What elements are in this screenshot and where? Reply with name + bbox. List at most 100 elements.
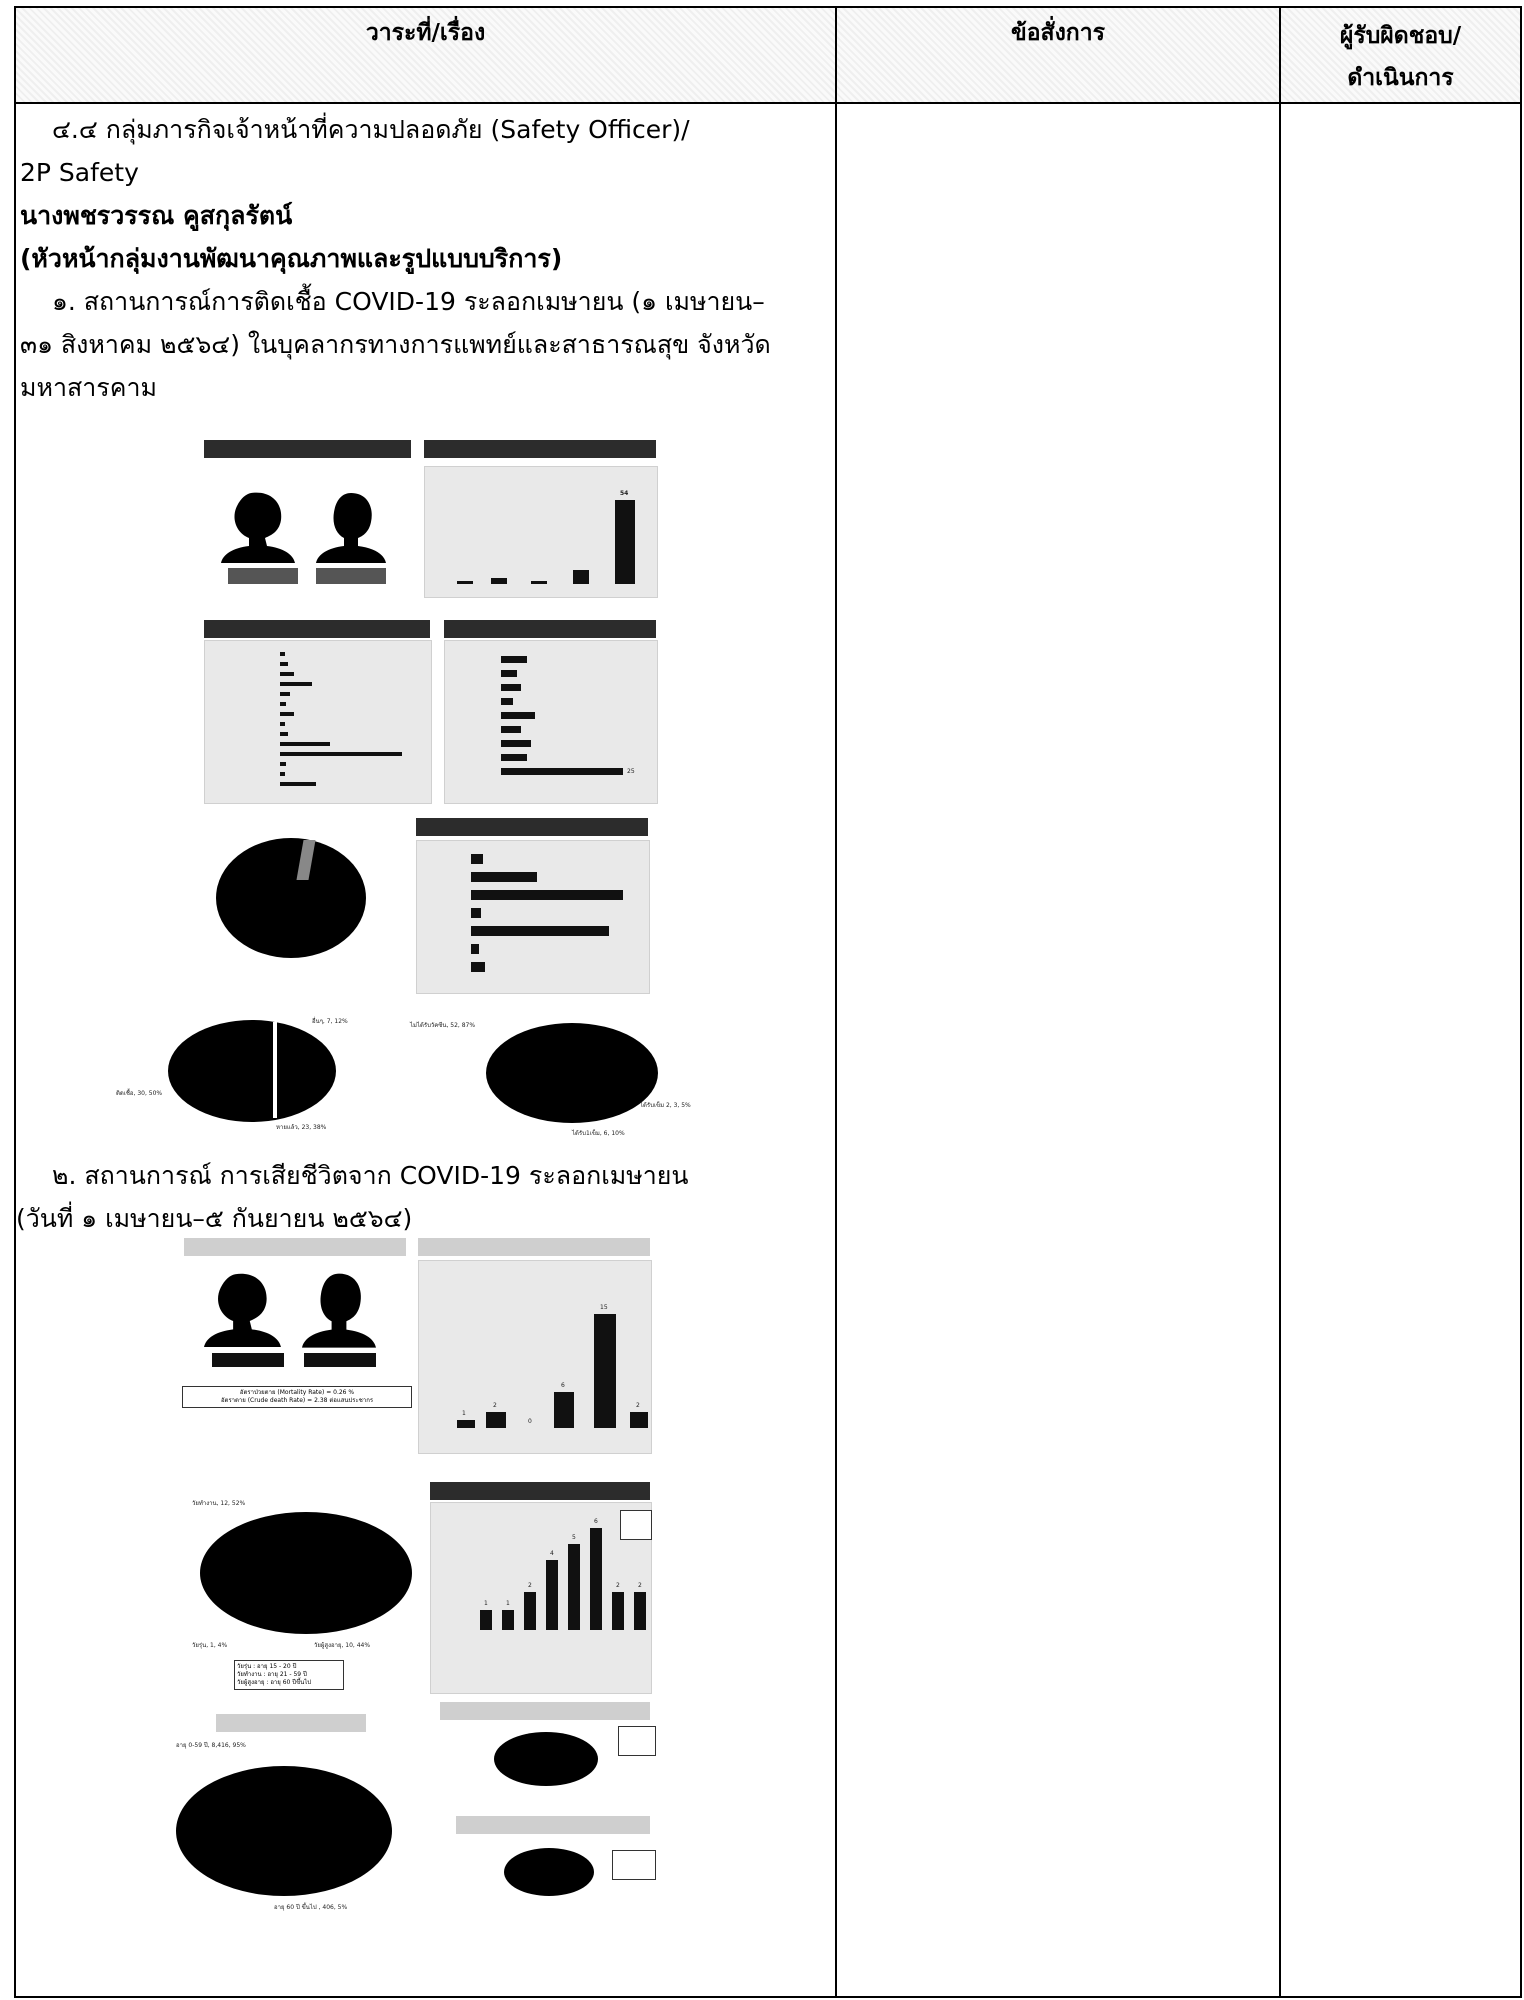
crude-death-rate-line: อัตราตาย (Crude death Rate) = 2.38 ต่อแส… — [220, 1397, 374, 1404]
hbar-mark — [501, 684, 521, 691]
bar-mark — [480, 1610, 492, 1630]
mortality-rate-note: อัตราป่วยตาย (Mortality Rate) = 0.26 % อ… — [182, 1386, 412, 1408]
bar-value-label: 4 — [550, 1550, 554, 1557]
pie-label: อายุ 0-59 ปี, 8,416, 95% — [176, 1742, 246, 1749]
hbar-mark — [280, 652, 285, 656]
hbar-mark — [280, 702, 286, 706]
bar-mark — [546, 1560, 558, 1630]
hbar-mark — [501, 740, 531, 747]
hbar-mark — [280, 712, 294, 716]
bar-value-label: 2 — [528, 1582, 532, 1589]
pie-label: ได้รับเข็ม 2, 3, 5% — [640, 1102, 691, 1109]
presenter-role: (หัวหน้ากลุ่มงานพัฒนาคุณภาพและรูปแบบบริก… — [20, 244, 563, 273]
figure2-pie2-title — [216, 1714, 366, 1732]
bar-value-label: 1 — [506, 1600, 510, 1607]
bar-mark — [612, 1592, 624, 1630]
bar-mark — [590, 1528, 602, 1630]
female-count-box — [228, 568, 298, 584]
hbar-mark — [501, 698, 513, 705]
small-pie-note — [618, 1726, 656, 1756]
male-silhouette-icon — [316, 493, 386, 563]
pie-label: วัยผู้สูงอายุ, 10, 44% — [314, 1642, 371, 1649]
hbar-mark — [280, 682, 312, 686]
bar-mark — [554, 1392, 574, 1428]
figure1-hbar-left-title — [204, 620, 430, 638]
legend-item: วัยรุ่น : อายุ 15 - 20 ปี — [237, 1663, 297, 1670]
hbar-mark — [501, 754, 527, 761]
bar-value-label: 1 — [462, 1410, 466, 1417]
pie-label: ไม่ได้รับวัคซีน, 52, 87% — [410, 1022, 476, 1029]
legend-item: วัยผู้สูงอายุ : อายุ 60 ปีขึ้นไป — [237, 1679, 312, 1686]
hbar-mark — [501, 726, 521, 733]
section-title: ๔.๔ กลุ่มภารกิจเจ้าหน้าที่ความปลอดภัย (S… — [52, 115, 690, 144]
column-divider — [835, 8, 837, 1996]
female-silhouette-icon — [221, 492, 295, 563]
header-responsible-line2: ดำเนินการ — [1347, 65, 1454, 91]
bar-value-label: 2 — [493, 1402, 497, 1409]
bar-value-label: 6 — [594, 1518, 598, 1525]
figure2-small-pie-title — [440, 1702, 650, 1720]
figure2-small-pie2-title — [456, 1816, 650, 1834]
figure1-hbar-right-panel — [444, 640, 658, 804]
figure1-hbar3-title — [416, 818, 648, 836]
pie-chart-slice — [168, 1020, 336, 1122]
pie-label: หายแล้ว, 23, 38% — [276, 1124, 327, 1131]
bar-mark — [573, 570, 589, 584]
item2-line1: ๒. สถานการณ์ การเสียชีวิตจาก COVID-19 ระ… — [52, 1161, 689, 1190]
pie-chart-slice — [494, 1732, 598, 1786]
bar-value-label: 2 — [616, 1582, 620, 1589]
hbar-mark — [501, 670, 517, 677]
hbar-mark — [471, 872, 537, 882]
pie-slice-gap — [273, 1022, 277, 1118]
bar-mark — [634, 1592, 646, 1630]
figure1-hbar3-panel — [416, 840, 650, 994]
hbar-mark — [471, 944, 479, 954]
bar-value-label: 2 — [636, 1402, 640, 1409]
female-silhouette-icon — [204, 1273, 281, 1347]
item1-line2: ๓๑ สิงหาคม ๒๕๖๔) ในบุคลากรทางการแพทย์และ… — [20, 330, 771, 359]
header-instructions-text: ข้อสั่งการ — [1011, 20, 1105, 46]
figure2-bar-panel — [418, 1260, 652, 1454]
hbar-value-label: 25 — [627, 768, 635, 775]
hbar-mark — [280, 692, 290, 696]
pie-label: วัยรุ่น, 1, 4% — [192, 1642, 228, 1649]
pie-chart-slice — [176, 1766, 392, 1896]
small-pie2-note — [612, 1850, 656, 1880]
header-agenda-text: วาระที่/เรื่อง — [365, 20, 486, 46]
male-count-box — [316, 568, 386, 584]
bar-mark — [524, 1592, 536, 1630]
bar-mark — [457, 1420, 475, 1428]
pie-chart-slice — [200, 1512, 412, 1634]
presenter-name: นางพชรวรรณ คูสกุลรัตน์ — [20, 201, 293, 230]
column-divider — [1279, 8, 1281, 1996]
figure2-title-bar — [184, 1238, 406, 1256]
hbar-mark — [471, 908, 481, 918]
figure1-hbar-left-panel — [204, 640, 432, 804]
bar-mark — [502, 1610, 514, 1630]
header-instructions: ข้อสั่งการ — [837, 8, 1279, 102]
hbar-mark — [280, 742, 330, 746]
pie-chart-slice — [486, 1023, 658, 1123]
item1-line1: ๑. สถานการณ์การติดเชื้อ COVID-19 ระลอกเม… — [52, 287, 765, 316]
hbar-mark — [501, 768, 623, 775]
bar-value-label: 6 — [561, 1382, 565, 1389]
pie-label: อื่นๆ, 7, 12% — [312, 1018, 348, 1025]
bar-value-label: 2 — [638, 1582, 642, 1589]
minutes-table: วาระที่/เรื่อง ข้อสั่งการ ผู้รับผิดชอบ/ … — [14, 6, 1522, 1998]
header-responsible: ผู้รับผิดชอบ/ ดำเนินการ — [1281, 8, 1520, 102]
hbar-mark — [280, 722, 285, 726]
header-agenda: วาระที่/เรื่อง — [16, 8, 835, 102]
section-title-cont: 2P Safety — [20, 158, 139, 187]
hbar-mark — [280, 752, 402, 756]
bar-mark — [568, 1544, 580, 1630]
agenda-content-item2: ๒. สถานการณ์ การเสียชีวิตจาก COVID-19 ระ… — [16, 1154, 836, 1240]
figure1-hbar-right-title — [444, 620, 656, 638]
legend-item: วัยทำงาน : อายุ 21 - 59 ปี — [237, 1671, 307, 1678]
bar-mark — [531, 581, 547, 584]
hbar-mark — [280, 762, 286, 766]
hbar-mark — [501, 656, 527, 663]
pie-label: อายุ 60 ปี ขึ้นไป , 406, 5% — [274, 1904, 348, 1911]
hbar-mark — [280, 662, 288, 666]
hbar-mark — [280, 772, 285, 776]
male-count-box — [304, 1353, 376, 1367]
